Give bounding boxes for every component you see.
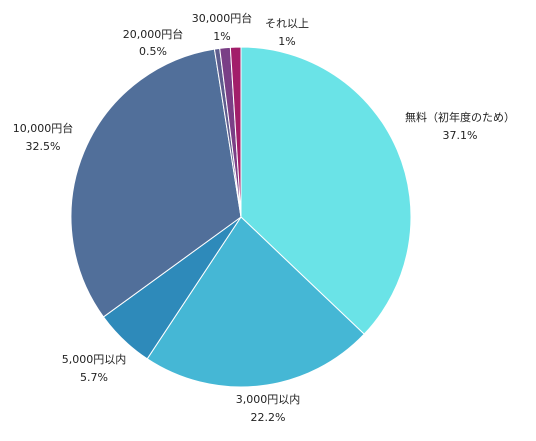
pie-slices: [70, 46, 412, 388]
slice-label-3-name: 10,000円台: [13, 121, 74, 135]
pie-slice-0: [240, 46, 412, 335]
slice-label-6-name: それ以上: [265, 17, 309, 30]
pie-slice-6: [229, 46, 242, 218]
slice-label-6-pct: 1%: [278, 35, 295, 48]
slice-label-5-pct: 1%: [213, 30, 230, 43]
pie-slice-1: [146, 216, 365, 388]
slice-label-3-pct: 32.5%: [26, 140, 61, 153]
slice-label-2-name: 5,000円以内: [62, 352, 127, 366]
slice-label-1-pct: 22.2%: [251, 411, 286, 424]
slice-label-4-pct: 0.5%: [139, 45, 167, 58]
slice-label-1-name: 3,000円以内: [236, 392, 301, 406]
slice-label-0-name: 無料（初年度のため）: [405, 110, 515, 124]
slice-label-2-pct: 5.7%: [80, 371, 108, 384]
slice-label-4-name: 20,000円台: [123, 27, 184, 41]
pie-slice-3: [70, 48, 242, 318]
slice-label-5-name: 30,000円台: [192, 11, 253, 25]
slice-label-0-pct: 37.1%: [443, 129, 478, 142]
pie-labels: 無料（初年度のため） 37.1% 3,000円以内 22.2% 5,000円以内…: [13, 11, 515, 424]
